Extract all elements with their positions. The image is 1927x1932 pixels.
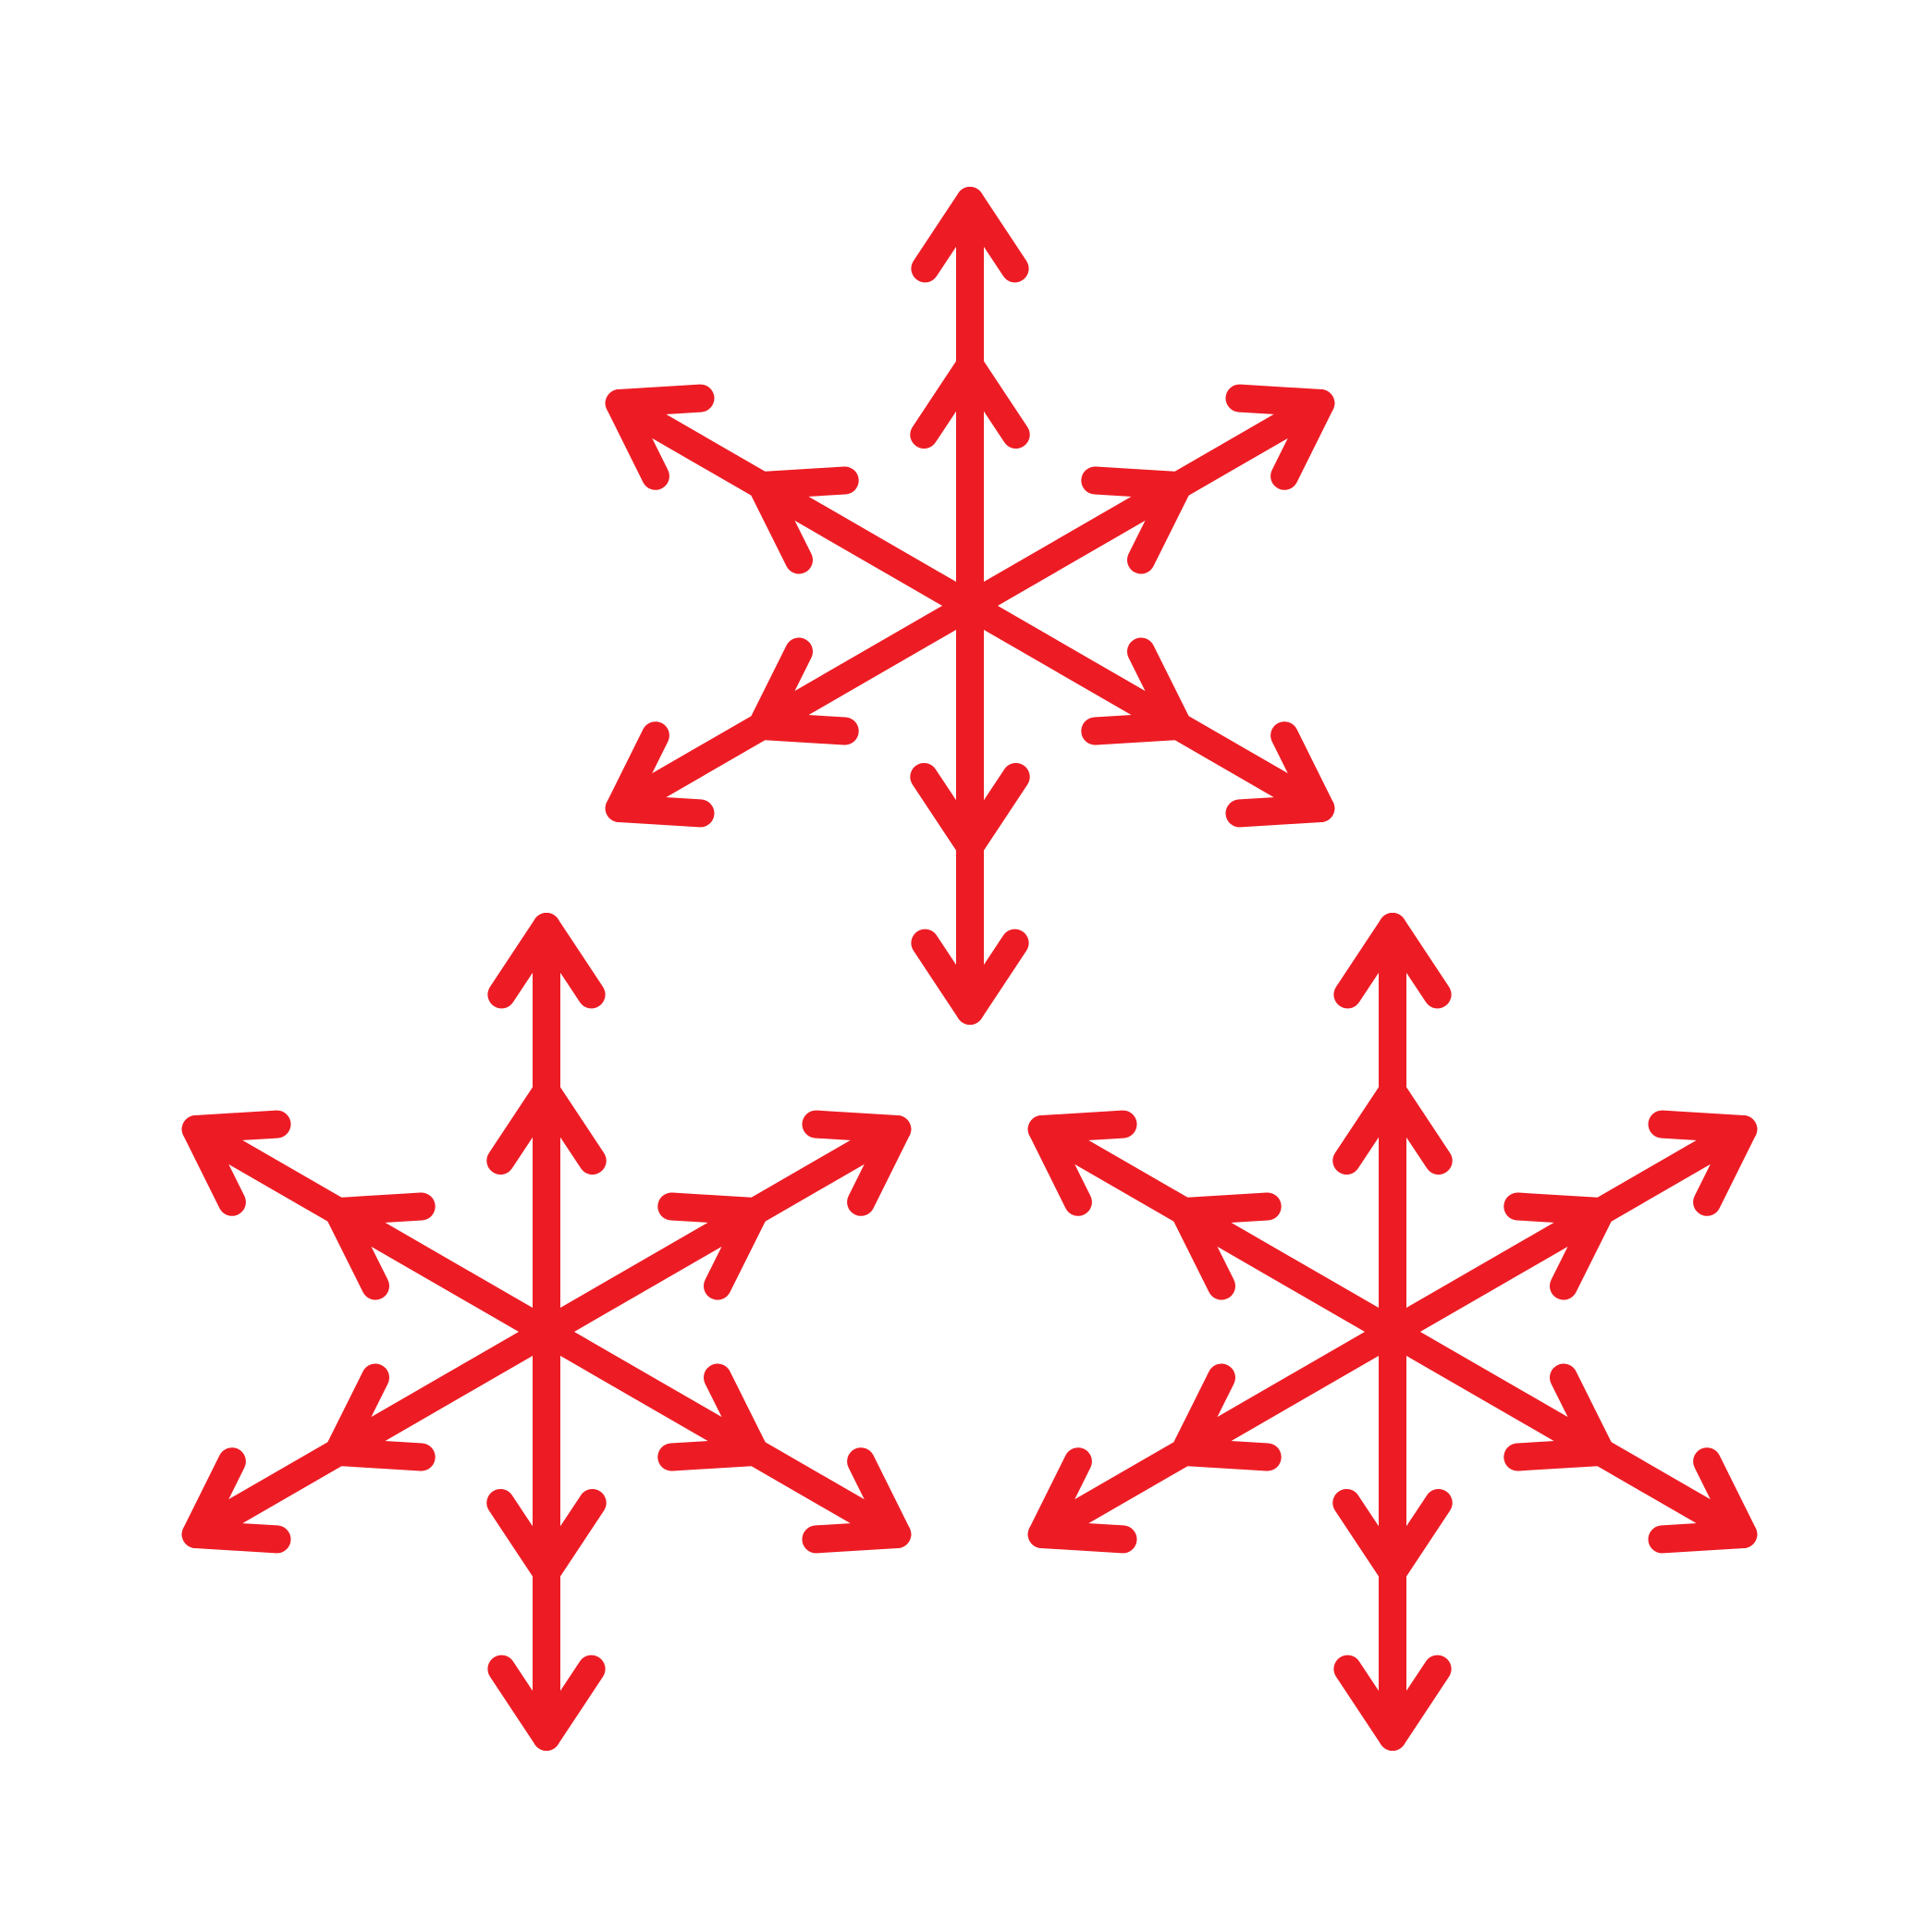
snowflake-tip-branch	[1027, 1110, 1137, 1143]
snowflake-inner-branch	[1504, 1438, 1615, 1471]
snowflake-inner-branch	[1170, 1192, 1282, 1225]
snowflake-inner-branch	[324, 1192, 436, 1225]
snowflake-tip-branch	[802, 1520, 912, 1554]
snowflake-arm	[605, 389, 984, 620]
snowflake-inner-branch	[704, 1198, 769, 1300]
snowflake-arm	[181, 1115, 560, 1346]
snowflake-arm	[533, 1115, 912, 1346]
snowflake-arm	[605, 592, 984, 822]
snowflake-arm	[1379, 1318, 1758, 1548]
snowflake-inner-branch	[533, 1077, 607, 1175]
snowflake-inner-branch	[1170, 1363, 1235, 1466]
snowflake-arm	[181, 1318, 560, 1548]
snowflake-tip-branch	[605, 721, 669, 822]
snowflake-arm	[956, 592, 1335, 822]
snowflake-bottom-right-icon	[1027, 913, 1758, 1751]
snowflake-inner-branch	[1332, 1489, 1406, 1586]
snowflake-tip-branch	[181, 1447, 246, 1548]
snowflake-top-icon	[605, 187, 1335, 1025]
snowflake-tip-branch	[487, 1655, 560, 1751]
snowflake-inner-branch	[1081, 712, 1193, 745]
snowflake-inner-branch	[1550, 1198, 1615, 1300]
snowflake-tip-branch	[847, 1115, 912, 1216]
snowflake-inner-branch	[486, 1489, 560, 1586]
snowflake-tip-branch	[605, 384, 715, 417]
snowflake-inner-branch	[324, 1363, 389, 1466]
snowflake-tip-branch	[1225, 794, 1335, 828]
snowflake-tip-branch	[1270, 389, 1335, 490]
snowflake-inner-branch	[1379, 1077, 1453, 1175]
snowflake-bottom-left-icon	[181, 913, 912, 1751]
snowflake-inner-branch	[747, 637, 813, 740]
snowflake-tip-branch	[181, 1110, 291, 1143]
snowflake-tip-branch	[911, 929, 984, 1025]
snowflake-arm	[1027, 1115, 1406, 1346]
snowflake-tip-branch	[1648, 1520, 1758, 1554]
snowflake-inner-branch	[747, 466, 859, 499]
snowflake-inner-branch	[1127, 472, 1193, 574]
snowflake-arm	[533, 1318, 912, 1548]
snowflake-arm	[1027, 1318, 1406, 1548]
snowflake-tip-branch	[1693, 1115, 1758, 1216]
snowflake-arm	[1379, 1115, 1758, 1346]
snowflake-inner-branch	[956, 351, 1030, 449]
snowflake-arm	[956, 389, 1335, 620]
snowflake-inner-branch	[910, 763, 984, 860]
snowflake-tip-branch	[1027, 1447, 1092, 1548]
snowflake-tip-branch	[956, 187, 1029, 283]
snowflake-tip-branch	[1333, 1655, 1406, 1751]
snowflake-inner-branch	[657, 1438, 769, 1471]
snowflake-tip-branch	[533, 913, 606, 1009]
snowflake-tip-branch	[1379, 913, 1452, 1009]
